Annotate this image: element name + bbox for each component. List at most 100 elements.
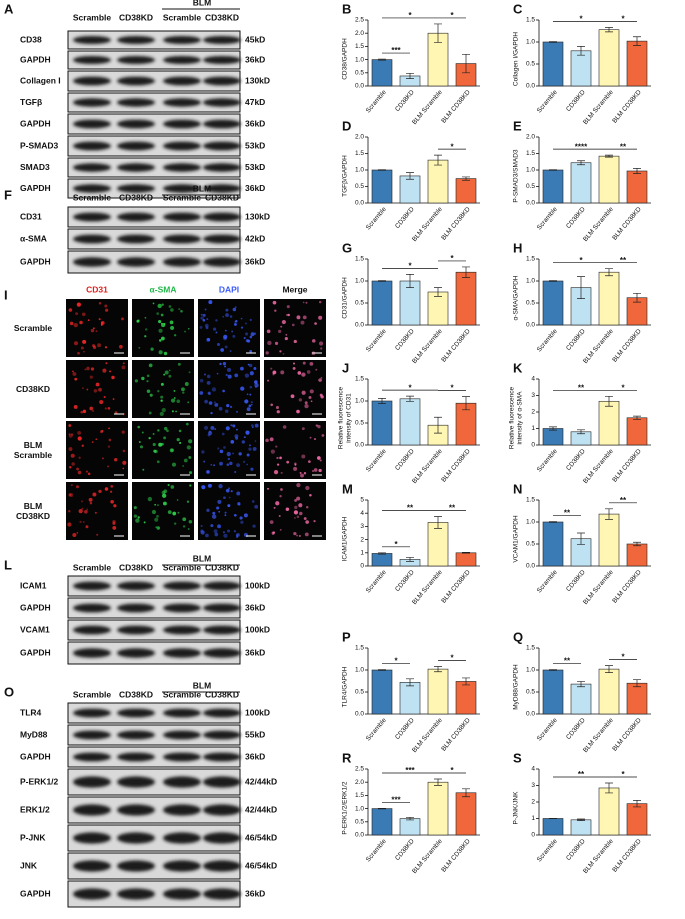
cell bbox=[156, 514, 159, 518]
row-label: GAPDH bbox=[20, 118, 51, 128]
band bbox=[203, 184, 241, 193]
band bbox=[117, 212, 155, 222]
cell bbox=[74, 377, 78, 381]
cell bbox=[298, 534, 301, 538]
y-axis-label: Relative fluorescence bbox=[338, 387, 345, 450]
cell bbox=[80, 346, 84, 350]
size-label: 130kD bbox=[245, 75, 270, 85]
cell bbox=[156, 312, 160, 315]
cell bbox=[230, 424, 233, 427]
cell bbox=[182, 517, 187, 522]
micrograph bbox=[132, 299, 194, 357]
x-tick-label: CD38KD bbox=[394, 328, 416, 352]
cell bbox=[218, 510, 221, 513]
cell bbox=[210, 425, 215, 430]
x-tick-label: BLM CD38KD bbox=[611, 206, 643, 242]
band bbox=[203, 730, 241, 740]
cell bbox=[280, 471, 283, 474]
band bbox=[163, 163, 201, 172]
band bbox=[163, 625, 201, 635]
error-bar bbox=[577, 46, 585, 56]
cell bbox=[199, 378, 204, 383]
cell bbox=[148, 411, 152, 415]
cell bbox=[158, 350, 163, 355]
y-axis-label: CD31/GAPDH bbox=[342, 277, 349, 319]
significance-label: * bbox=[450, 654, 454, 663]
cell bbox=[138, 440, 141, 444]
cell bbox=[273, 506, 276, 509]
cell bbox=[188, 371, 191, 374]
cell bbox=[144, 335, 147, 338]
error-bar bbox=[378, 398, 386, 404]
y-tick-label: 2.5 bbox=[355, 766, 364, 773]
cell bbox=[152, 432, 155, 435]
cell bbox=[313, 520, 316, 523]
band bbox=[203, 860, 241, 872]
x-tick-label: BLM CD38KD bbox=[440, 89, 472, 125]
cell bbox=[280, 325, 283, 328]
cell bbox=[153, 449, 157, 453]
cell bbox=[299, 471, 302, 474]
cell bbox=[266, 329, 271, 334]
cell bbox=[240, 386, 245, 391]
column-label: Scramble bbox=[73, 689, 112, 699]
cell bbox=[306, 506, 309, 509]
cell bbox=[68, 493, 72, 497]
cell bbox=[76, 485, 79, 489]
band bbox=[117, 860, 155, 872]
cell bbox=[301, 372, 306, 377]
error-bar bbox=[406, 172, 414, 180]
y-axis-label: TLR4/GAPDH bbox=[342, 666, 349, 707]
cell bbox=[317, 424, 321, 429]
cell bbox=[228, 487, 231, 490]
bar bbox=[598, 668, 620, 715]
cell bbox=[232, 307, 237, 312]
cell bbox=[250, 467, 254, 471]
cell bbox=[81, 444, 84, 447]
cell bbox=[204, 308, 207, 311]
cell bbox=[236, 532, 240, 537]
cell bbox=[81, 500, 84, 503]
band bbox=[203, 625, 241, 635]
cell bbox=[206, 381, 211, 385]
cell bbox=[104, 346, 108, 349]
x-tick-label: Scramble bbox=[365, 569, 388, 595]
cell bbox=[82, 339, 87, 344]
y-axis-label: ICAM1/GAPDH bbox=[342, 516, 349, 561]
y-tick-label: 0.5 bbox=[526, 183, 535, 190]
cell bbox=[94, 511, 97, 514]
cell bbox=[134, 379, 138, 383]
cell bbox=[181, 387, 185, 392]
cell bbox=[141, 431, 144, 434]
error-bar bbox=[549, 169, 557, 171]
size-label: 36kD bbox=[245, 647, 265, 657]
cell bbox=[110, 484, 114, 488]
cell bbox=[168, 374, 172, 378]
cell bbox=[104, 304, 108, 308]
significance-label: * bbox=[450, 11, 454, 20]
x-tick-label: CD38KD bbox=[565, 717, 587, 741]
row-label: α-SMA bbox=[20, 233, 47, 243]
band bbox=[73, 648, 111, 658]
panel-label: G bbox=[342, 240, 352, 255]
cell bbox=[82, 521, 85, 523]
significance-label: ** bbox=[620, 256, 627, 265]
channel-label: α-SMA bbox=[150, 284, 177, 294]
y-tick-label: 1.5 bbox=[526, 150, 535, 157]
cell bbox=[79, 520, 82, 523]
bar bbox=[570, 683, 592, 715]
cell bbox=[278, 329, 282, 334]
cell bbox=[68, 433, 71, 435]
group-label: BLM bbox=[193, 553, 211, 563]
bar bbox=[626, 543, 648, 567]
error-bar bbox=[633, 679, 641, 688]
panel-label: I bbox=[4, 287, 8, 302]
cell bbox=[172, 511, 177, 516]
y-tick-label: 2.0 bbox=[355, 779, 364, 786]
cell bbox=[228, 496, 231, 499]
cell bbox=[215, 319, 218, 322]
bar bbox=[427, 522, 449, 567]
x-tick-label: Scramble bbox=[365, 717, 388, 743]
cell bbox=[169, 320, 174, 325]
y-tick-label: 2 bbox=[531, 409, 535, 416]
